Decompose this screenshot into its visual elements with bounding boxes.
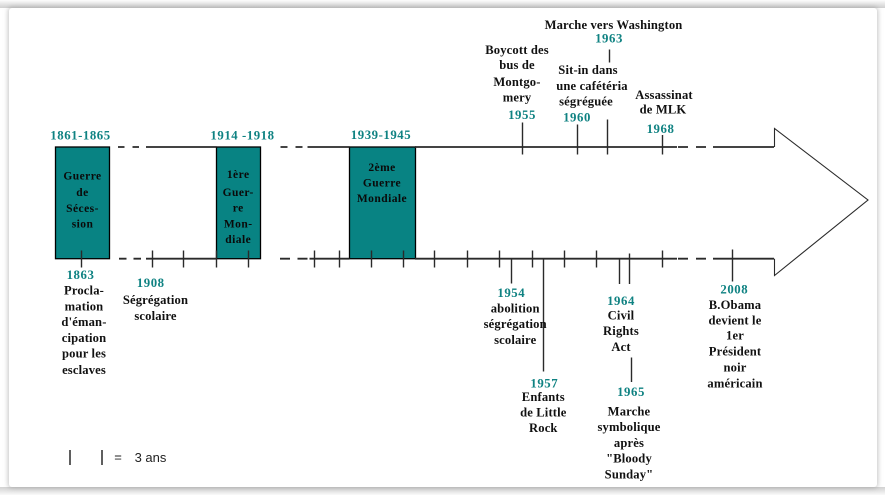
svg-text:1957: 1957 bbox=[530, 377, 558, 391]
svg-text:noir: noir bbox=[724, 361, 747, 375]
svg-text:bus de: bus de bbox=[499, 58, 535, 72]
svg-text:Procla-: Procla- bbox=[64, 284, 104, 298]
svg-text:abolition: abolition bbox=[491, 301, 540, 315]
svg-text:Mondiale: Mondiale bbox=[357, 193, 407, 205]
svg-text:1960: 1960 bbox=[563, 111, 591, 125]
svg-text:de MLK: de MLK bbox=[640, 103, 687, 117]
svg-text:1939-1945: 1939-1945 bbox=[351, 128, 411, 142]
svg-text:1861-1865: 1861-1865 bbox=[50, 129, 110, 143]
svg-text:ségrégation: ségrégation bbox=[484, 317, 547, 331]
svg-text:Président: Président bbox=[709, 345, 762, 359]
svg-text:symbolique: symbolique bbox=[597, 420, 660, 434]
svg-text:Mon-: Mon- bbox=[224, 219, 253, 231]
svg-text:1er: 1er bbox=[726, 329, 744, 343]
svg-text:2ème: 2ème bbox=[368, 162, 395, 174]
svg-text:pour les: pour les bbox=[62, 347, 106, 361]
svg-text:Guerre: Guerre bbox=[363, 178, 401, 190]
svg-text:Ségrégation: Ségrégation bbox=[123, 293, 188, 307]
svg-text:d'éman-: d'éman- bbox=[61, 315, 106, 329]
svg-text:1965: 1965 bbox=[617, 385, 645, 399]
svg-text:Boycott des: Boycott des bbox=[485, 43, 549, 57]
svg-text:Rights: Rights bbox=[603, 324, 639, 338]
svg-text:1863: 1863 bbox=[67, 268, 95, 282]
svg-text:2008: 2008 bbox=[720, 282, 748, 296]
svg-text:1914 -1918: 1914 -1918 bbox=[210, 129, 274, 143]
svg-text:sion: sion bbox=[72, 218, 94, 230]
svg-text:cipation: cipation bbox=[62, 331, 107, 345]
svg-text:B.Obama: B.Obama bbox=[709, 298, 762, 312]
svg-text:après: après bbox=[614, 436, 644, 450]
svg-text:1963: 1963 bbox=[595, 31, 623, 45]
svg-text:Sunday": Sunday" bbox=[605, 468, 654, 482]
svg-text:devient le: devient le bbox=[709, 313, 762, 327]
svg-text:scolaire: scolaire bbox=[494, 333, 536, 347]
svg-text:1954: 1954 bbox=[497, 286, 525, 300]
svg-text:1955: 1955 bbox=[508, 108, 536, 122]
svg-text:ségréguée: ségréguée bbox=[559, 95, 613, 109]
svg-text:1908: 1908 bbox=[137, 276, 165, 290]
svg-text:Act: Act bbox=[611, 340, 631, 354]
svg-text:Marche: Marche bbox=[608, 405, 651, 419]
svg-text:Séces-: Séces- bbox=[66, 203, 99, 215]
svg-text:Rock: Rock bbox=[529, 421, 558, 435]
svg-text:3 ans: 3 ans bbox=[135, 450, 167, 465]
svg-text:mery: mery bbox=[503, 91, 532, 105]
svg-text:Enfants: Enfants bbox=[522, 390, 565, 404]
svg-text:de Little: de Little bbox=[520, 406, 567, 420]
svg-text:Assassinat: Assassinat bbox=[635, 88, 693, 102]
svg-text:une cafétéria: une cafétéria bbox=[556, 79, 628, 93]
svg-text:scolaire: scolaire bbox=[134, 309, 176, 323]
svg-text:Civil: Civil bbox=[608, 309, 635, 323]
svg-text:=: = bbox=[114, 450, 122, 465]
svg-text:1968: 1968 bbox=[647, 122, 675, 136]
svg-text:Sit-in dans: Sit-in dans bbox=[558, 63, 617, 77]
svg-text:Montgo-: Montgo- bbox=[493, 75, 540, 89]
svg-text:de: de bbox=[76, 187, 88, 199]
svg-text:Marche vers Washington: Marche vers Washington bbox=[545, 18, 683, 32]
svg-text:diale: diale bbox=[225, 234, 251, 246]
svg-text:Guer-: Guer- bbox=[223, 187, 254, 199]
svg-text:esclaves: esclaves bbox=[62, 363, 106, 377]
svg-text:1964: 1964 bbox=[607, 294, 635, 308]
svg-text:américain: américain bbox=[707, 377, 762, 391]
svg-text:re: re bbox=[233, 203, 244, 215]
svg-text:1ère: 1ère bbox=[227, 169, 250, 181]
svg-text:mation: mation bbox=[65, 299, 104, 313]
svg-text:Guerre: Guerre bbox=[63, 171, 101, 183]
svg-text:"Bloody: "Bloody bbox=[606, 452, 652, 466]
